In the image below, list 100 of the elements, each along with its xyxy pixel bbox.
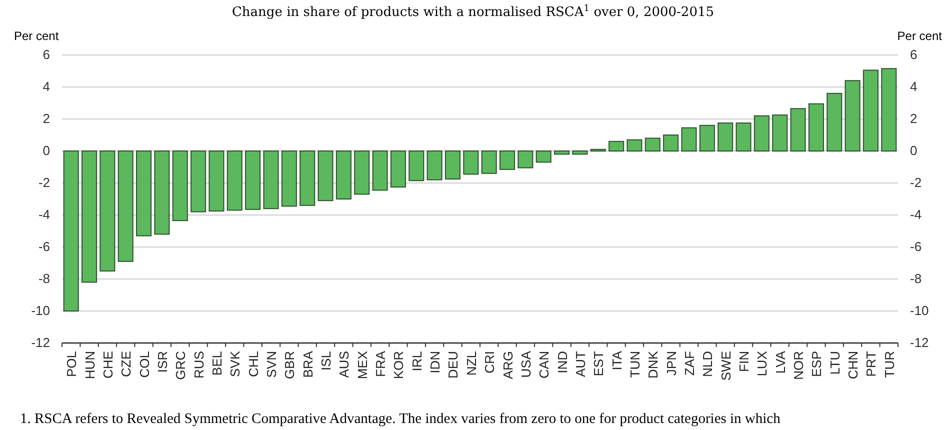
x-tick-label: NLD — [700, 351, 716, 378]
x-tick-label: FIN — [736, 351, 752, 372]
bar — [754, 115, 770, 152]
x-tick-label: CHL — [246, 351, 261, 378]
bar — [226, 150, 242, 211]
x-tick-label: ITA — [609, 350, 624, 370]
x-tick-label: AUS — [336, 350, 352, 378]
y-axis-title: Per cent — [14, 29, 60, 43]
y-tick-label: 4 — [42, 79, 50, 94]
x-tick-label: LVA — [772, 350, 788, 374]
bar — [844, 80, 860, 152]
x-tick-label: AUT — [572, 350, 588, 377]
x-tick-label: COL — [136, 351, 152, 378]
bar — [336, 150, 352, 200]
x-tick-label: CAN — [536, 351, 552, 378]
bar — [518, 150, 534, 168]
bar — [554, 150, 570, 155]
y2-tick-label: 4 — [910, 79, 918, 94]
x-tick-label: CZE — [118, 350, 134, 377]
x-tick-label: HUN — [82, 351, 98, 380]
chart-title: Change in share of products with a normalised RSCA$^{1}$ over 0, 2000-2015 — [232, 4, 714, 20]
y2-tick-label: 6 — [910, 47, 918, 62]
bar — [644, 138, 660, 152]
y2-tick-label: -6 — [910, 239, 922, 254]
bar — [408, 150, 424, 182]
x-tick-label: ISL — [318, 351, 334, 371]
bar — [699, 124, 715, 152]
x-tick-label: IND — [554, 351, 570, 374]
x-tick-label: IDN — [428, 351, 443, 374]
x-tick-label: USA — [518, 350, 534, 378]
x-tick-label: NOR — [791, 351, 806, 380]
y-tick-label: -10 — [31, 303, 50, 318]
bar — [208, 150, 224, 212]
bar — [626, 139, 642, 152]
y-tick-label: 2 — [42, 111, 50, 126]
x-tick-label: ESP — [809, 351, 824, 378]
y2-tick-label: -4 — [910, 207, 922, 222]
bar — [862, 70, 879, 152]
x-tick-label: BEL — [209, 351, 224, 376]
bar — [481, 150, 497, 174]
x-tick-label: IRL — [409, 351, 424, 372]
bar — [190, 150, 206, 212]
x-tick-label: FRA — [373, 350, 388, 377]
bar — [426, 150, 442, 180]
x-tick-label: CHE — [100, 350, 116, 378]
bar — [245, 150, 261, 210]
bar — [263, 150, 279, 210]
x-tick-label: ISR — [154, 351, 170, 373]
bar — [663, 134, 679, 152]
bar — [499, 150, 516, 170]
bar — [372, 150, 388, 191]
x-tick-label: TUN — [627, 351, 642, 378]
x-tick-label: DEU — [446, 351, 461, 378]
bar — [772, 114, 788, 152]
x-tick-label: DNK — [646, 350, 661, 378]
bar — [354, 150, 370, 195]
x-tick-label: ARG — [500, 351, 516, 380]
bar — [100, 150, 116, 272]
x-tick-label: KOR — [391, 351, 406, 380]
x-tick-label: EST — [591, 350, 606, 376]
bar — [463, 150, 479, 175]
x-tick-label: SVN — [264, 351, 279, 378]
x-tick-label: TUR — [882, 351, 897, 378]
x-tick-label: JPN — [664, 351, 679, 376]
x-tick-label: LUX — [754, 350, 770, 376]
bar — [790, 108, 806, 152]
y2-tick-label: -2 — [910, 175, 922, 190]
bar — [172, 150, 188, 222]
bar — [608, 140, 624, 152]
bar — [81, 150, 98, 283]
y2-tick-label: 2 — [910, 111, 918, 126]
y-tick-label: -6 — [38, 239, 50, 254]
x-tick-label: LTU — [827, 351, 842, 375]
bar — [826, 92, 842, 152]
bar — [318, 150, 334, 202]
bar — [736, 122, 752, 152]
x-tick-label: CHN — [846, 351, 861, 380]
y-tick-label: -12 — [31, 335, 50, 350]
x-tick-label: POL — [64, 351, 80, 378]
x-tick-label: ZAF — [682, 350, 697, 376]
y-tick-label: -4 — [38, 207, 50, 222]
x-tick-label: SVK — [228, 350, 243, 378]
y2-tick-label: -10 — [910, 303, 929, 318]
bar — [681, 127, 697, 152]
x-tick-label: SWE — [718, 350, 734, 381]
bar — [572, 150, 588, 155]
x-tick-label: GBR — [282, 351, 298, 380]
y2-tick-label: -8 — [910, 271, 922, 286]
y-tick-label: -8 — [38, 271, 50, 286]
x-tick-label: CRI — [482, 351, 498, 374]
y2-axis-title: Per cent — [897, 29, 943, 43]
bar — [63, 150, 79, 312]
y-tick-label: 6 — [42, 47, 50, 62]
bar — [136, 150, 152, 236]
bar — [536, 150, 552, 163]
x-tick-label: MEX — [354, 350, 370, 380]
bar — [118, 150, 134, 262]
bar — [444, 150, 461, 180]
x-tick-label: NZL — [464, 351, 479, 376]
y2-tick-label: -12 — [910, 335, 929, 350]
